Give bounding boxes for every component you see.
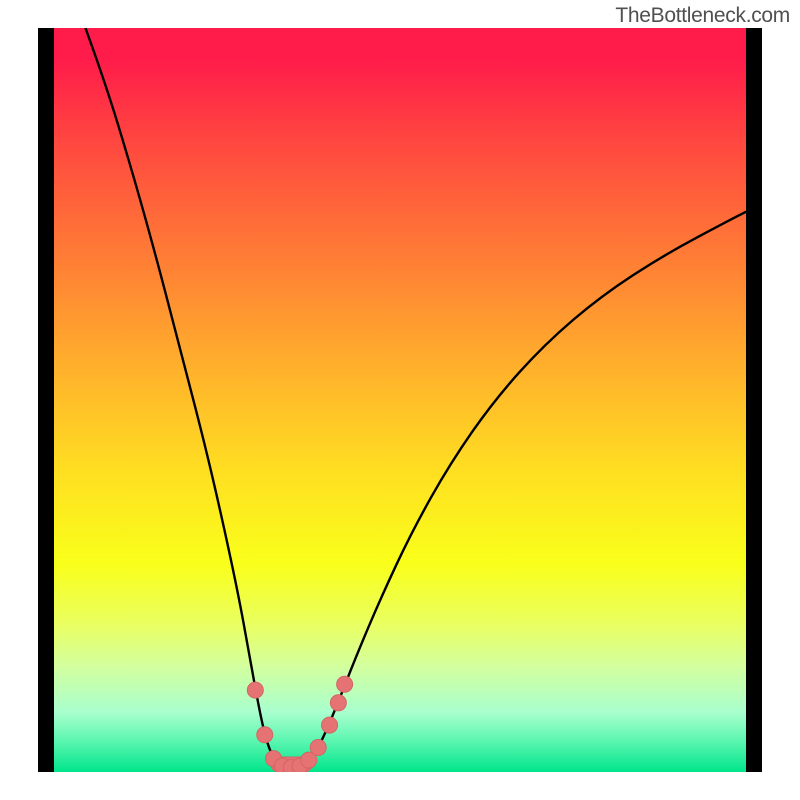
marker: [322, 717, 338, 733]
marker: [247, 682, 263, 698]
marker: [337, 676, 353, 692]
watermark-text: TheBottleneck.com: [615, 4, 790, 28]
marker: [257, 727, 273, 743]
marker: [330, 695, 346, 711]
chart-svg: [0, 0, 800, 800]
chart-canvas: TheBottleneck.com: [0, 0, 800, 800]
marker: [310, 739, 326, 755]
